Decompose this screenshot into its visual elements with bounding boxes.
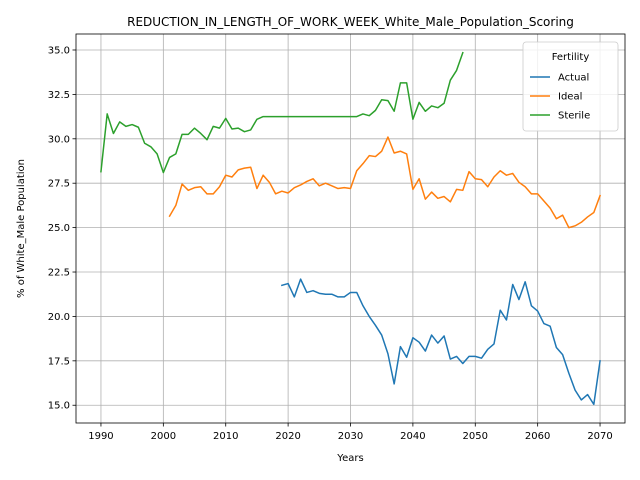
- y-tick-label: 32.5: [48, 90, 70, 101]
- x-axis-ticks: 1990 2000 2010 2020 2030 2040 2050 2060 2070: [88, 423, 613, 442]
- y-tick-label: 17.5: [48, 356, 70, 367]
- series-line-actual: [280, 278, 601, 406]
- y-tick-label: 27.5: [48, 179, 70, 190]
- x-tick-label: 2010: [213, 431, 238, 442]
- y-tick-label: 35.0: [48, 45, 70, 56]
- y-tick-label: 20.0: [48, 312, 70, 323]
- legend-label-sterile: Sterile: [558, 111, 590, 122]
- x-axis-label: Years: [336, 453, 363, 464]
- x-tick-label: 1990: [88, 431, 113, 442]
- x-tick-label: 2070: [587, 431, 612, 442]
- x-tick-label: 2050: [463, 431, 488, 442]
- legend-label-ideal: Ideal: [558, 92, 582, 103]
- y-axis-label: % of White_Male Population: [16, 159, 27, 298]
- y-tick-label: 25.0: [48, 223, 70, 234]
- legend-entries: Actual Ideal Sterile: [530, 73, 590, 122]
- x-tick-label: 2060: [525, 431, 550, 442]
- y-tick-label: 30.0: [48, 134, 70, 145]
- y-axis-ticks: 15.0 17.5 20.0 22.5 25.0 27.5 30.0 32.5 35.0: [48, 45, 76, 412]
- x-tick-label: 2000: [151, 431, 176, 442]
- legend-title: Fertility: [552, 52, 590, 63]
- legend: Fertility Actual Ideal Sterile: [522, 41, 619, 132]
- chart-title: REDUCTION_IN_LENGTH_OF_WORK_WEEK_White_M…: [127, 15, 574, 29]
- x-tick-label: 2030: [338, 431, 363, 442]
- x-tick-label: 2020: [275, 431, 300, 442]
- x-tick-label: 2040: [400, 431, 425, 442]
- legend-label-actual: Actual: [558, 73, 589, 84]
- series-line-sterile: [100, 51, 464, 174]
- series-line-ideal: [168, 136, 602, 229]
- y-tick-label: 22.5: [48, 268, 70, 279]
- legend-box: [522, 41, 619, 132]
- y-tick-label: 15.0: [48, 401, 70, 412]
- series-lines: [100, 51, 602, 406]
